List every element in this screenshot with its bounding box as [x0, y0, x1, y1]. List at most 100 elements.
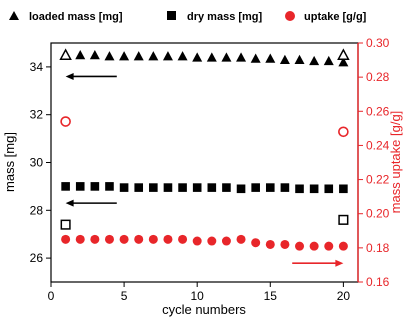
- legend-label-dry-mass: dry mass [mg]: [187, 11, 263, 23]
- y-right-tick-label: 0.28: [366, 70, 390, 84]
- triangle-point: [338, 57, 349, 67]
- circle-point: [134, 234, 144, 244]
- y-right-tick-label: 0.24: [366, 138, 390, 152]
- triangle-point: [119, 51, 130, 61]
- legend-item-uptake: uptake [g/g]: [285, 11, 367, 23]
- y-left-tick-label: 26: [30, 251, 44, 265]
- triangle-point: [89, 49, 100, 60]
- triangle-point: [309, 55, 320, 66]
- square-point: [207, 183, 217, 192]
- arrow-right: [292, 259, 344, 267]
- y-right-axis-title: mass uptake [g/g]: [388, 111, 403, 214]
- x-tick-label: 0: [48, 289, 55, 303]
- arrow-head: [65, 72, 74, 80]
- square-point: [75, 182, 85, 191]
- triangle-point: [133, 51, 144, 61]
- circle-point: [324, 241, 334, 251]
- square-point: [134, 183, 144, 192]
- square-point: [295, 184, 304, 194]
- triangle-point: [162, 51, 173, 61]
- open-triangle-point: [337, 48, 350, 60]
- arrow-left: [65, 199, 117, 207]
- square-point: [280, 183, 290, 192]
- square-point: [236, 184, 246, 194]
- open-data-marks: [59, 48, 350, 230]
- triangle-point: [206, 52, 217, 62]
- legend-marker-triangle: [9, 11, 19, 20]
- square-point: [222, 183, 231, 192]
- x-tick-label: 5: [121, 289, 128, 303]
- circle-point: [295, 241, 305, 251]
- triangle-point: [279, 54, 290, 64]
- triangle-point: [323, 55, 334, 66]
- triangle-point: [265, 53, 276, 63]
- arrow-head: [65, 199, 74, 207]
- circle-point: [75, 234, 85, 244]
- circle-point: [178, 234, 188, 244]
- open-circle-point: [338, 126, 349, 138]
- circle-point: [251, 238, 261, 248]
- x-axis-ticks: 0 5 10 15 20: [48, 282, 351, 303]
- triangle-point: [75, 49, 86, 60]
- square-point: [90, 182, 100, 191]
- square-point: [119, 183, 129, 192]
- circle-point: [309, 241, 319, 251]
- square-point: [192, 183, 202, 192]
- x-tick-label: 10: [191, 289, 205, 303]
- circle-point: [338, 241, 348, 251]
- circle-point: [163, 234, 173, 244]
- square-point: [251, 183, 260, 192]
- circle-point: [265, 239, 275, 249]
- open-square-point: [60, 219, 71, 230]
- y-right-tick-label: 0.18: [366, 241, 390, 255]
- x-tick-label: 15: [264, 289, 278, 303]
- triangle-point: [104, 51, 115, 61]
- y-left-tick-label: 32: [30, 108, 44, 122]
- arrow-head: [335, 259, 344, 267]
- open-circle-point: [60, 116, 71, 127]
- arrows: [65, 72, 344, 267]
- y-left-tick-label: 30: [30, 156, 44, 170]
- square-point: [324, 184, 334, 194]
- circle-point: [61, 234, 71, 244]
- triangle-point: [250, 53, 261, 63]
- legend-item-dry-mass: dry mass [mg]: [167, 11, 263, 23]
- square-point: [339, 184, 348, 194]
- square-point: [105, 182, 114, 191]
- y-left-axis-ticks: 26 28 30 32 34: [30, 60, 51, 265]
- circle-point: [280, 239, 290, 249]
- triangle-point: [177, 51, 188, 61]
- y-right-tick-label: 0.20: [366, 207, 390, 221]
- y-right-tick-label: 0.16: [366, 275, 390, 289]
- legend-label-loaded-mass: loaded mass [mg]: [29, 11, 123, 23]
- y-left-tick-label: 34: [30, 60, 44, 74]
- triangle-point: [294, 54, 305, 64]
- y-right-tick-label: 0.22: [366, 173, 390, 187]
- legend-marker-square: [167, 11, 176, 20]
- y-left-axis-title: mass [mg]: [2, 132, 17, 192]
- square-point: [309, 184, 319, 194]
- triangle-point: [192, 52, 203, 62]
- data-marks: [60, 49, 349, 251]
- circle-point: [90, 234, 100, 244]
- legend-item-loaded-mass: loaded mass [mg]: [9, 11, 123, 23]
- square-point: [61, 182, 70, 191]
- x-axis-title: cycle numbers: [162, 302, 246, 317]
- square-point: [163, 183, 173, 192]
- circle-point: [119, 234, 129, 244]
- circle-point: [221, 236, 231, 246]
- y-right-tick-label: 0.30: [366, 36, 390, 50]
- triangle-point: [236, 52, 247, 62]
- legend-marker-circle: [285, 11, 295, 21]
- triangle-point: [221, 52, 232, 62]
- x-tick-label: 20: [337, 289, 351, 303]
- triangle-point: [148, 51, 159, 61]
- y-right-axis-ticks: 0.16 0.18 0.20 0.22 0.24 0.26 0.28 0.30: [358, 36, 390, 289]
- circle-point: [104, 234, 114, 244]
- legend-label-uptake: uptake [g/g]: [304, 11, 367, 23]
- square-point: [265, 183, 275, 192]
- square-point: [149, 183, 158, 192]
- square-point: [178, 183, 187, 192]
- circle-point: [236, 234, 246, 244]
